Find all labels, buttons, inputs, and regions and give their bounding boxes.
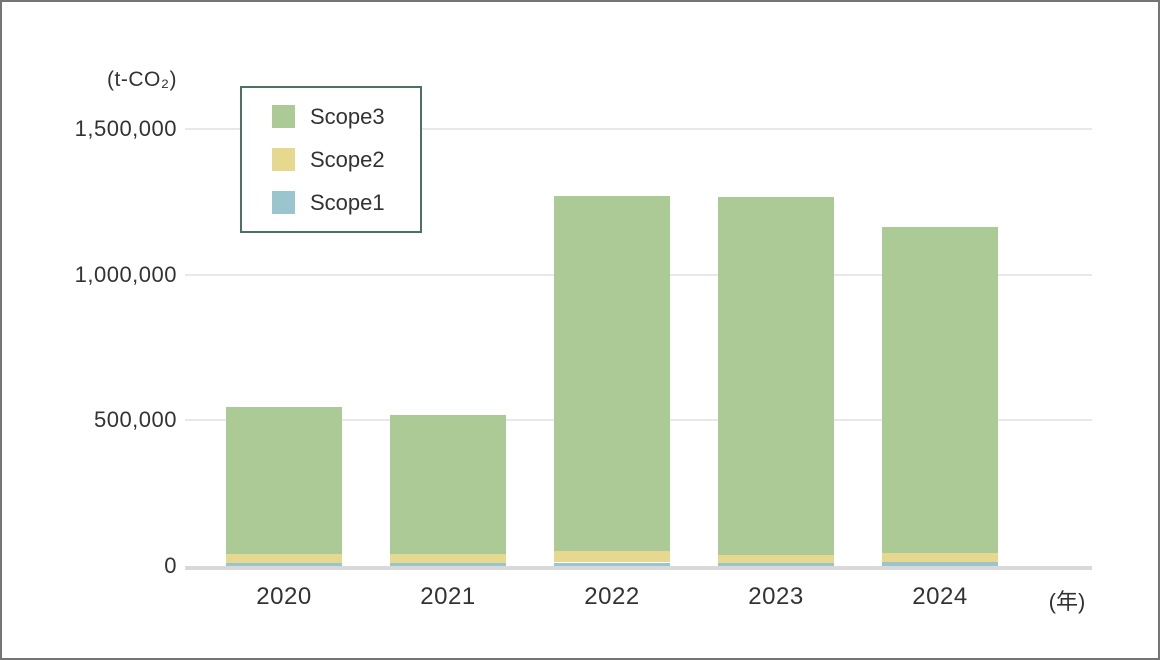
bar-2021-scope1 [390,562,506,566]
y-tick-label: 500,000 [93,407,177,433]
x-tick-label-2023: 2023 [748,583,804,610]
x-axis-line [185,566,1092,570]
legend-label-scope1: Scope1 [310,189,385,215]
bar-2021-scope3 [390,414,506,555]
gridline [185,128,1092,130]
legend-item-scope2: Scope2 [272,147,420,173]
bar-2023-scope2 [718,555,834,563]
y-axis-unit-label: (t-CO₂) [107,68,177,91]
legend-item-scope3: Scope3 [272,104,420,130]
scope1-swatch-icon [272,191,295,214]
scope2-swatch-icon [272,148,295,171]
bar-2023-scope3 [718,197,834,556]
y-tick-label: 0 [164,553,177,578]
x-tick-label-2020: 2020 [256,583,312,610]
bar-2021-scope2 [390,554,506,563]
legend: Scope3 Scope2 Scope1 [240,86,422,233]
bar-2024-scope3 [882,226,998,554]
x-tick-label-2024: 2024 [912,583,968,610]
scope3-swatch-icon [272,105,295,128]
bar-2022-scope2 [554,551,670,563]
legend-label-scope3: Scope3 [310,103,385,129]
y-tick-label: 1,000,000 [74,261,177,287]
x-tick-label-2022: 2022 [584,583,640,610]
bar-2023-scope1 [718,562,834,566]
x-tick-label-2021: 2021 [420,583,476,610]
bar-2024-scope2 [882,553,998,563]
bar-2020-scope1 [226,562,342,566]
x-axis-unit-label: (年) [1048,589,1086,614]
bar-2020-scope3 [226,407,342,555]
y-tick-label: 1,500,000 [74,116,177,141]
bar-2024-scope1 [882,562,998,566]
bar-2022-scope1 [554,562,670,566]
legend-item-scope1: Scope1 [272,190,420,216]
legend-label-scope2: Scope2 [310,146,385,172]
bar-2022-scope3 [554,196,670,552]
bar-2020-scope2 [226,554,342,563]
